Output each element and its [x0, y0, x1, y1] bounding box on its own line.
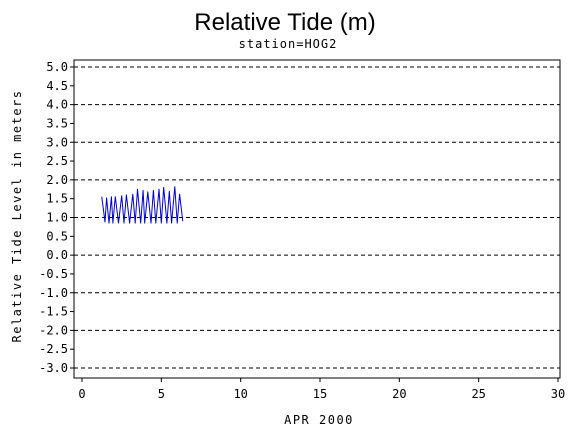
y-tick-label: -2.5 [39, 342, 68, 356]
x-tick-label: 30 [551, 387, 565, 401]
y-axis-label: Relative Tide Level in meters [10, 89, 24, 342]
x-axis-ticks: 0 5 10 15 20 25 30 [78, 378, 565, 401]
y-tick-label: 4.0 [46, 98, 68, 112]
y-tick-label: 3.0 [46, 135, 68, 149]
y-tick-label: 2.5 [46, 154, 68, 168]
x-tick-label: 0 [78, 387, 85, 401]
y-axis-ticks: 5.0 4.5 4.0 3.5 3.0 2.5 2.0 1.5 1.0 0.5 0.0 -0.5 -1.… [39, 60, 74, 375]
y-tick-label: 1.5 [46, 192, 68, 206]
y-tick-label: 5.0 [46, 60, 68, 74]
y-tick-label: 0.5 [46, 229, 68, 243]
y-tick-label: 2.0 [46, 173, 68, 187]
x-axis-label: APR 2000 [284, 413, 354, 427]
chart-subtitle: station=HOG2 [239, 37, 338, 51]
x-tick-label: 25 [471, 387, 485, 401]
y-tick-label: -1.5 [39, 305, 68, 319]
series-line [101, 186, 184, 224]
y-tick-label: 0.0 [46, 248, 68, 262]
x-tick-label: 5 [158, 387, 165, 401]
y-tick-label: -2.0 [39, 323, 68, 337]
grid-lines [74, 66, 560, 369]
x-tick-label: 20 [392, 387, 406, 401]
x-tick-label: 10 [233, 387, 247, 401]
y-tick-label: -3.0 [39, 361, 68, 375]
y-tick-label: -0.5 [39, 267, 68, 281]
y-tick-label: 3.5 [46, 116, 68, 130]
y-tick-label: 4.5 [46, 79, 68, 93]
y-tick-label: 1.0 [46, 211, 68, 225]
chart-title: Relative Tide (m) [194, 9, 375, 36]
y-tick-label: -1.0 [39, 286, 68, 300]
x-tick-label: 15 [313, 387, 327, 401]
plot-frame [73, 59, 561, 379]
series-layer [101, 186, 184, 224]
